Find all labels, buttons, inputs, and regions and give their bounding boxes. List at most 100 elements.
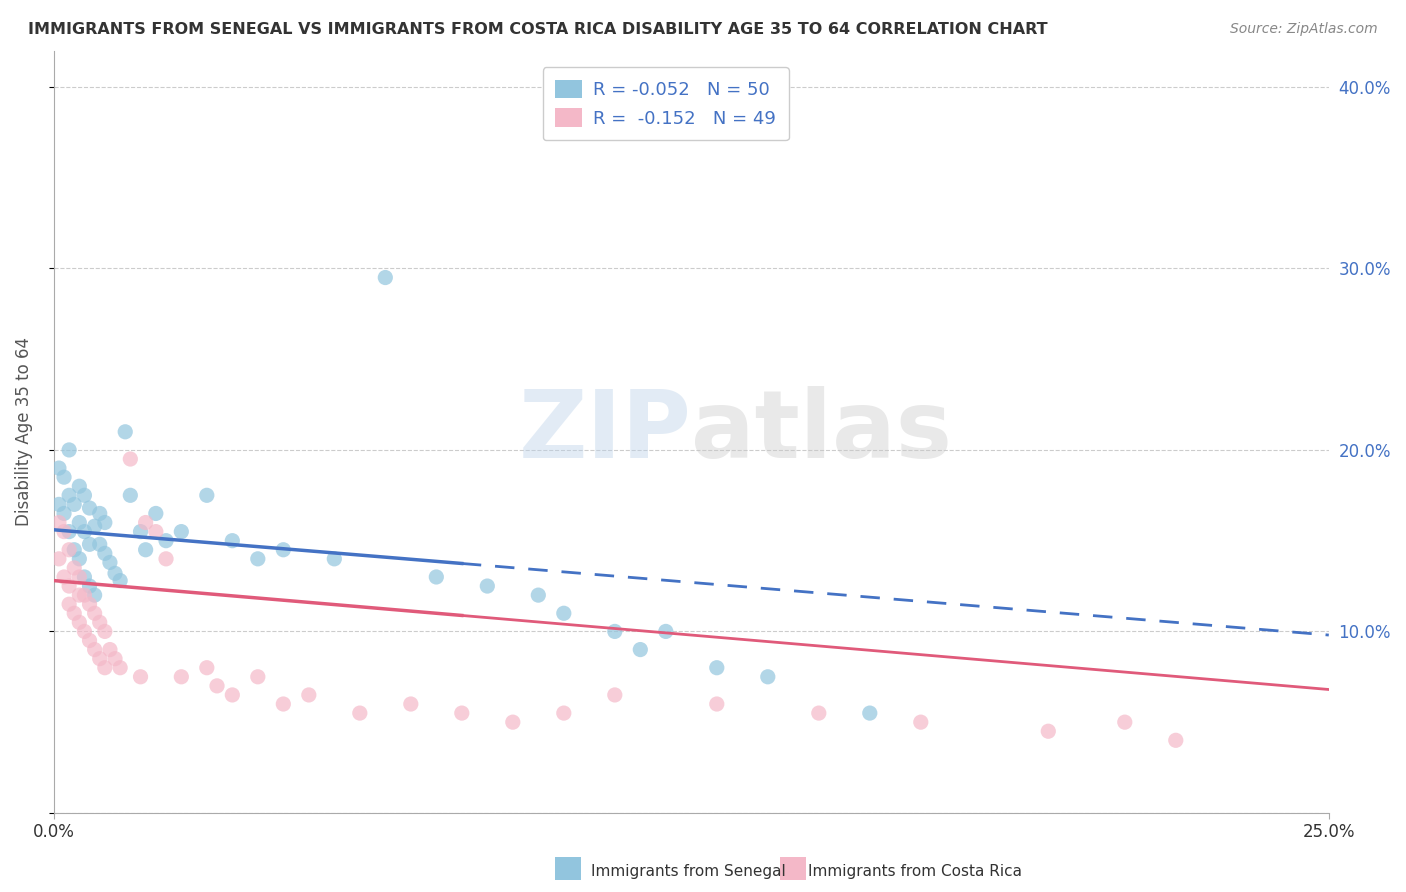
Point <box>195 661 218 675</box>
Point <box>129 524 152 539</box>
Point <box>63 607 86 621</box>
Point <box>67 588 90 602</box>
Point <box>108 661 131 675</box>
Point <box>120 452 142 467</box>
Point <box>58 542 80 557</box>
Point <box>553 607 575 621</box>
Point <box>145 524 167 539</box>
Point <box>94 624 117 639</box>
Point <box>477 579 499 593</box>
Point <box>53 470 76 484</box>
Point <box>108 574 131 588</box>
Point <box>910 715 932 730</box>
Point <box>628 642 651 657</box>
Point <box>73 488 96 502</box>
Point <box>756 670 779 684</box>
Point <box>527 588 550 602</box>
Text: Source: ZipAtlas.com: Source: ZipAtlas.com <box>1230 22 1378 37</box>
Point <box>104 566 127 581</box>
Point <box>83 519 105 533</box>
Point <box>145 507 167 521</box>
Point <box>98 642 121 657</box>
Point <box>155 551 177 566</box>
Point <box>58 579 80 593</box>
Point <box>63 561 86 575</box>
Point <box>67 479 90 493</box>
Point <box>79 597 101 611</box>
Point <box>246 670 269 684</box>
Point <box>63 542 86 557</box>
Point <box>298 688 321 702</box>
Point <box>94 516 117 530</box>
Point <box>89 615 111 630</box>
Point <box>114 425 136 439</box>
Point <box>48 461 70 475</box>
Point <box>120 488 142 502</box>
Point <box>135 542 157 557</box>
Point <box>603 688 626 702</box>
Point <box>221 688 243 702</box>
Point <box>1038 724 1060 739</box>
Point <box>399 697 422 711</box>
Point <box>79 501 101 516</box>
Point <box>246 551 269 566</box>
Text: atlas: atlas <box>692 386 952 478</box>
Point <box>48 551 70 566</box>
Point <box>67 516 90 530</box>
Point <box>48 516 70 530</box>
Point <box>53 570 76 584</box>
Point <box>706 697 728 711</box>
Point <box>89 537 111 551</box>
Point <box>67 615 90 630</box>
Point <box>98 556 121 570</box>
Point <box>67 570 90 584</box>
Point <box>135 516 157 530</box>
Point <box>58 597 80 611</box>
Point <box>273 542 295 557</box>
Point <box>205 679 228 693</box>
Text: Immigrants from Costa Rica: Immigrants from Costa Rica <box>808 863 1022 879</box>
Point <box>53 524 76 539</box>
Point <box>502 715 524 730</box>
Point <box>73 624 96 639</box>
Text: Immigrants from Senegal: Immigrants from Senegal <box>591 863 786 879</box>
Point <box>1164 733 1187 747</box>
Point <box>273 697 295 711</box>
Point <box>58 524 80 539</box>
Point <box>89 507 111 521</box>
Legend: R = -0.052   N = 50, R =  -0.152   N = 49: R = -0.052 N = 50, R = -0.152 N = 49 <box>543 67 789 140</box>
Point <box>450 706 472 720</box>
Point <box>79 579 101 593</box>
Point <box>73 570 96 584</box>
Point <box>73 588 96 602</box>
Point <box>221 533 243 548</box>
Point <box>48 497 70 511</box>
Point <box>104 651 127 665</box>
Point <box>349 706 371 720</box>
Point <box>129 670 152 684</box>
Point <box>170 524 193 539</box>
Point <box>79 537 101 551</box>
Point <box>323 551 346 566</box>
Text: ZIP: ZIP <box>519 386 692 478</box>
Point <box>807 706 830 720</box>
Point <box>67 551 90 566</box>
Point <box>53 507 76 521</box>
Y-axis label: Disability Age 35 to 64: Disability Age 35 to 64 <box>15 337 32 526</box>
Point <box>859 706 882 720</box>
Point <box>603 624 626 639</box>
Point <box>425 570 447 584</box>
Text: IMMIGRANTS FROM SENEGAL VS IMMIGRANTS FROM COSTA RICA DISABILITY AGE 35 TO 64 CO: IMMIGRANTS FROM SENEGAL VS IMMIGRANTS FR… <box>28 22 1047 37</box>
Point <box>89 651 111 665</box>
Point <box>79 633 101 648</box>
Point <box>83 642 105 657</box>
Point <box>374 270 396 285</box>
Point <box>706 661 728 675</box>
Point <box>1114 715 1136 730</box>
Point <box>155 533 177 548</box>
Point <box>94 661 117 675</box>
Point <box>58 442 80 457</box>
Point <box>655 624 678 639</box>
Point <box>63 497 86 511</box>
Point <box>170 670 193 684</box>
